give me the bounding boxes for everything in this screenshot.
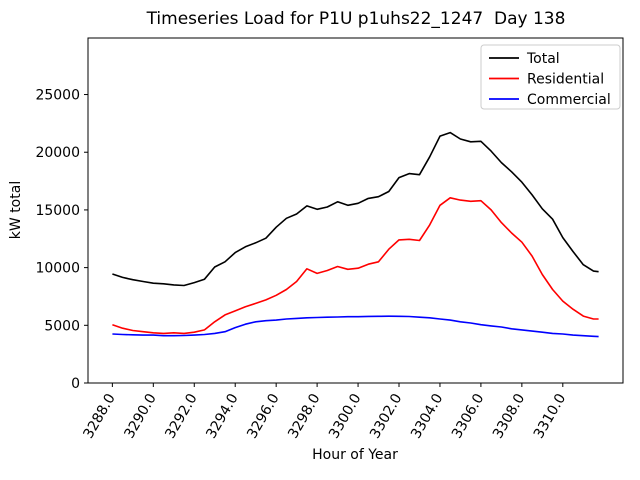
y-axis-label: kW total [8, 181, 24, 239]
series-line-commercial [112, 315, 599, 338]
x-tick-label: 3308.0 [490, 391, 528, 441]
y-tick-label: 5000 [44, 318, 80, 334]
legend-label-total: Total [526, 51, 560, 67]
x-tick-label: 3292.0 [162, 391, 200, 441]
legend-label-residential: Residential [527, 72, 604, 88]
legend-box [480, 44, 621, 110]
x-tick-label: 3304.0 [408, 391, 446, 441]
y-tick-label: 20000 [35, 145, 80, 161]
x-tick-label: 3298.0 [285, 391, 323, 441]
y-tick-label: 15000 [35, 203, 80, 219]
x-tick-label: 3310.0 [531, 391, 569, 441]
series-line-residential [112, 197, 599, 335]
x-tick-label: 3306.0 [449, 391, 487, 441]
legend-label-commercial: Commercial [527, 92, 611, 108]
y-tick-label: 0 [71, 376, 80, 392]
y-tick-label: 25000 [35, 88, 80, 104]
x-tick-label: 3302.0 [367, 391, 405, 441]
x-tick-label: 3296.0 [244, 391, 282, 441]
series-line-total [112, 131, 599, 287]
x-tick-label: 3288.0 [80, 391, 118, 441]
x-tick-label: 3294.0 [203, 391, 241, 441]
x-axis-label: Hour of Year [312, 447, 398, 463]
y-tick-label: 10000 [35, 261, 80, 277]
chart-title: Timeseries Load for P1U p1uhs22_1247 Day… [146, 9, 566, 29]
x-tick-label: 3300.0 [326, 391, 364, 441]
x-tick-label: 3290.0 [121, 391, 159, 441]
